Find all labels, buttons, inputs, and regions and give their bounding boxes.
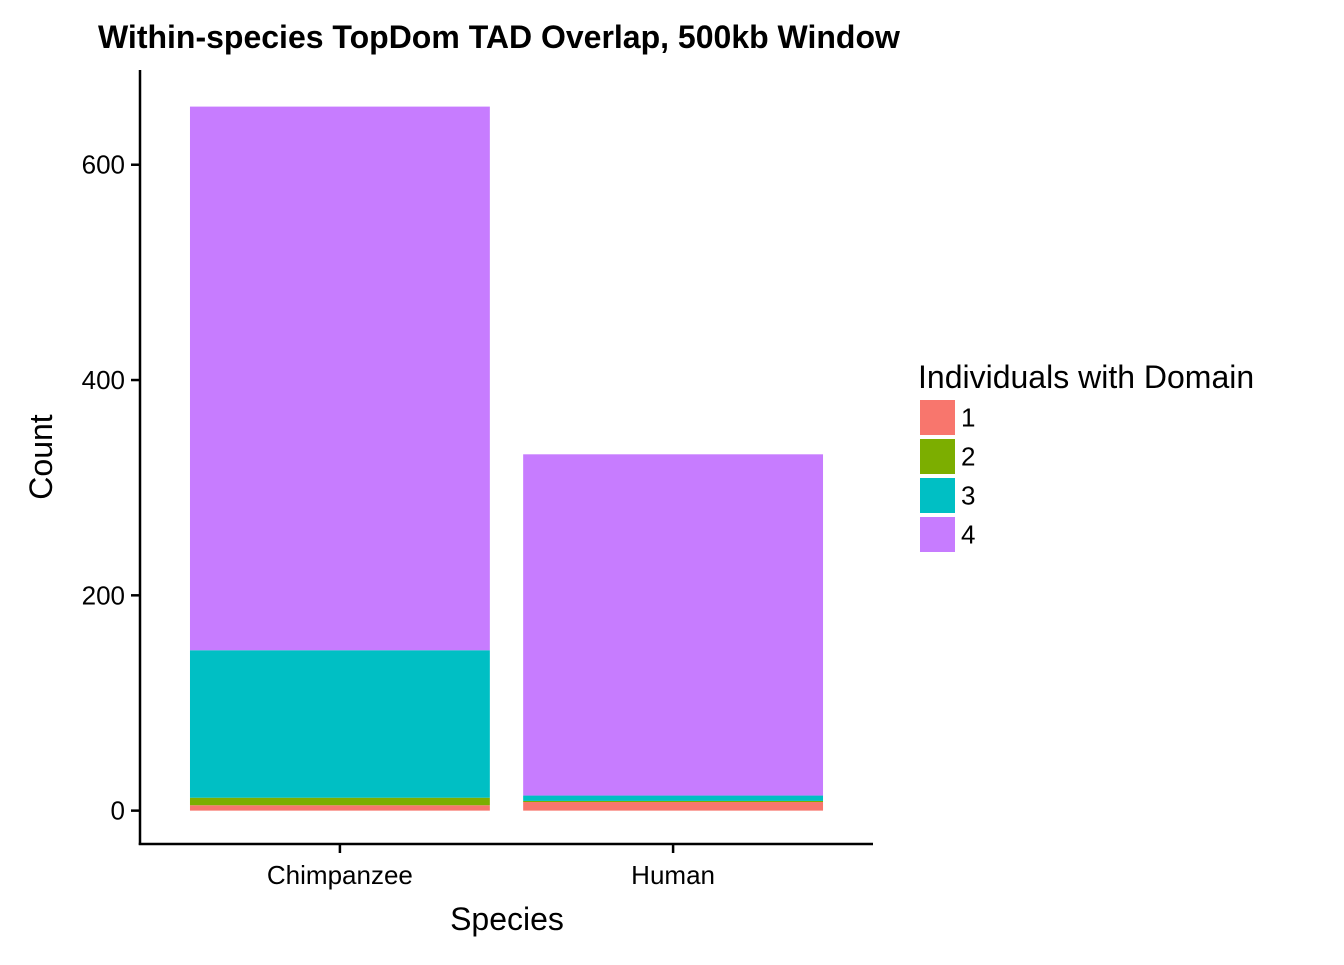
x-axis-ticks: Chimpanzee Human: [267, 844, 715, 890]
legend-label-1: 1: [961, 403, 975, 433]
bar-human-series-3: [523, 795, 824, 801]
bar-chimpanzee-series-4: [189, 106, 490, 651]
x-tick-label-human: Human: [631, 860, 715, 890]
legend-label-2: 2: [961, 442, 975, 472]
y-tick-label-400: 400: [82, 365, 125, 395]
y-axis-ticks: 0 200 400 600: [82, 150, 140, 826]
legend-key-1: [920, 400, 955, 435]
legend-label-3: 3: [961, 481, 975, 511]
legend-key-2: [920, 439, 955, 474]
bar-chimpanzee-series-3: [189, 650, 490, 798]
legend-key-3: [920, 478, 955, 513]
chart-title: Within-species TopDom TAD Overlap, 500kb…: [98, 19, 900, 55]
legend: Individuals with Domain 1 2 3 4: [918, 359, 1254, 552]
bars-layer: [189, 106, 824, 811]
bar-chimpanzee-series-2: [189, 797, 490, 806]
legend-label-4: 4: [961, 520, 975, 550]
legend-items: 1 2 3 4: [920, 400, 975, 552]
legend-key-4: [920, 517, 955, 552]
bar-human-series-2: [523, 800, 824, 803]
y-tick-label-200: 200: [82, 580, 125, 610]
bar-chimpanzee-series-1: [189, 805, 490, 811]
x-axis-title: Species: [450, 901, 564, 937]
y-axis-title: Count: [23, 414, 59, 500]
bar-human-series-4: [523, 454, 824, 796]
y-tick-label-0: 0: [111, 796, 125, 826]
legend-title: Individuals with Domain: [918, 359, 1254, 395]
x-tick-label-chimpanzee: Chimpanzee: [267, 860, 413, 890]
bar-human-series-1: [523, 802, 824, 811]
y-tick-label-600: 600: [82, 150, 125, 180]
